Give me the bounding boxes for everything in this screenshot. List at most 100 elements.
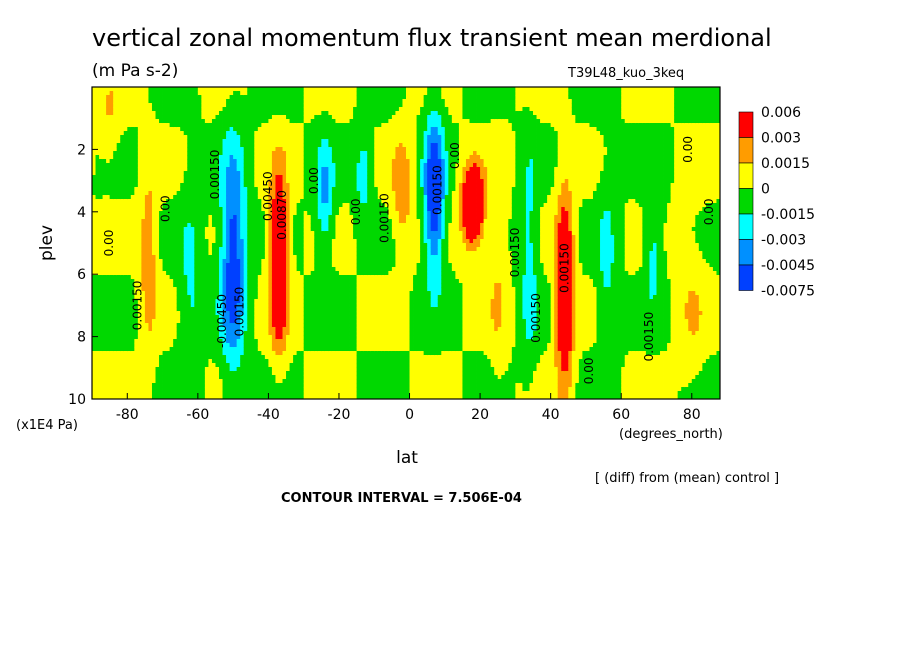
field-cell (204, 127, 209, 132)
field-cell (155, 299, 160, 304)
field-cell (247, 267, 252, 272)
field-cell (307, 383, 312, 388)
field-cell (134, 351, 139, 356)
field-cell (286, 247, 290, 252)
field-cell (95, 251, 100, 256)
field-cell (151, 163, 156, 168)
field-cell (250, 123, 255, 128)
field-cell (99, 279, 103, 284)
field-cell (166, 203, 171, 208)
field-cell (162, 359, 167, 364)
field-cell (243, 351, 248, 356)
field-cell (102, 91, 107, 96)
field-cell (215, 143, 220, 148)
field-cell (169, 271, 174, 276)
field-cell (180, 231, 185, 236)
field-cell (102, 191, 107, 196)
field-cell (134, 99, 139, 104)
field-cell (215, 263, 220, 268)
field-cell (197, 111, 202, 116)
field-cell (293, 159, 298, 164)
field-cell (250, 367, 255, 372)
field-cell (211, 239, 216, 244)
field-cell (109, 239, 114, 244)
field-cell (226, 355, 230, 360)
field-cell (141, 387, 146, 392)
field-cell (137, 127, 142, 132)
field-cell (226, 359, 230, 364)
field-cell (243, 227, 248, 232)
field-cell (162, 223, 167, 228)
field-cell (116, 279, 121, 284)
field-cell (243, 379, 248, 384)
field-cell (293, 99, 298, 104)
field-cell (173, 395, 178, 400)
field-cell (261, 123, 266, 128)
field-cell (155, 239, 160, 244)
field-cell (116, 203, 121, 208)
field-cell (109, 307, 114, 312)
field-cell (222, 251, 227, 256)
field-cell (141, 219, 146, 224)
field-cell (268, 131, 273, 136)
field-cell (148, 267, 153, 272)
field-cell (176, 255, 181, 260)
field-cell (190, 287, 195, 292)
field-cell (106, 367, 111, 372)
field-cell (208, 355, 213, 360)
field-cell (162, 295, 167, 300)
field-cell (226, 135, 230, 140)
field-cell (180, 211, 185, 216)
field-cell (148, 179, 153, 184)
field-cell (151, 295, 156, 300)
field-cell (286, 163, 290, 168)
field-cell (314, 87, 319, 92)
field-cell (159, 171, 163, 176)
field-cell (282, 275, 287, 280)
field-cell (286, 363, 290, 368)
field-cell (300, 107, 305, 112)
field-cell (190, 95, 195, 100)
field-cell (278, 371, 283, 376)
field-cell (102, 95, 107, 100)
field-cell (268, 291, 273, 296)
field-cell (127, 231, 132, 236)
field-cell (247, 143, 252, 148)
field-cell (141, 379, 146, 384)
field-cell (197, 323, 202, 328)
field-cell (211, 363, 216, 368)
field-cell (151, 199, 156, 204)
field-cell (296, 391, 301, 396)
field-cell (99, 119, 103, 124)
field-cell (296, 227, 301, 232)
field-cell (243, 279, 248, 284)
field-cell (92, 235, 96, 240)
field-cell (303, 395, 308, 400)
field-cell (211, 323, 216, 328)
field-cell (293, 167, 298, 172)
field-cell (278, 139, 283, 144)
field-cell (286, 231, 290, 236)
field-cell (197, 319, 202, 324)
field-cell (261, 383, 266, 388)
field-cell (169, 199, 174, 204)
field-cell (233, 391, 238, 396)
field-cell (275, 379, 280, 384)
field-cell (307, 307, 312, 312)
field-cell (106, 251, 111, 256)
field-cell (120, 239, 125, 244)
field-cell (243, 219, 248, 224)
field-cell (271, 135, 276, 140)
field-cell (215, 291, 220, 296)
field-cell (120, 127, 125, 132)
field-cell (102, 231, 107, 236)
field-cell (250, 111, 255, 116)
field-cell (144, 167, 149, 172)
field-cell (176, 307, 181, 312)
field-cell (102, 299, 107, 304)
field-cell (282, 271, 287, 276)
field-cell (106, 291, 111, 296)
field-cell (176, 263, 181, 268)
field-cell (166, 391, 171, 396)
field-cell (169, 103, 174, 108)
